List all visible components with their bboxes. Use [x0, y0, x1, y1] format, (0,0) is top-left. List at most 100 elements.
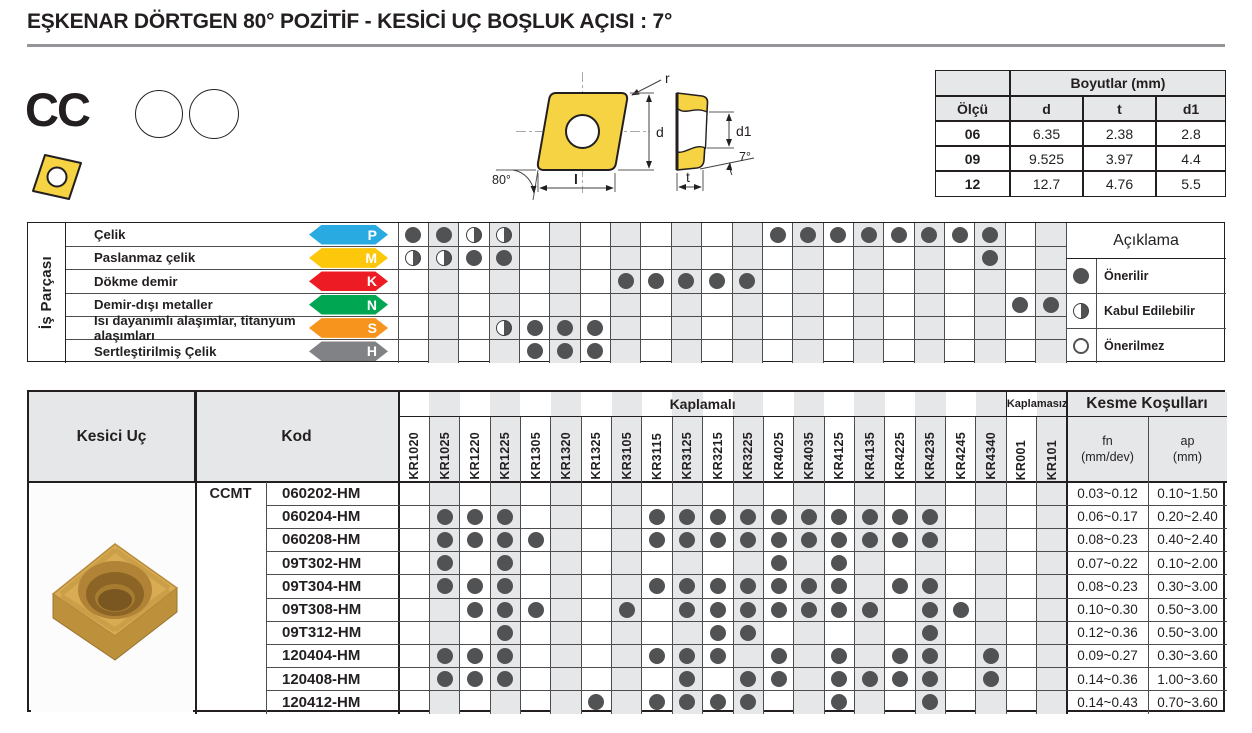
suitability-dot-full: [497, 555, 514, 572]
grid-vline: [762, 417, 764, 714]
grade-column-header: KR3115: [642, 419, 672, 480]
suitability-dot-full: [436, 648, 453, 664]
legend-symbol-full: [1073, 268, 1089, 285]
suitability-dot-full: [466, 601, 483, 618]
suitability-dot-full: [800, 601, 817, 618]
suitability-dot-half: [435, 250, 452, 266]
insert-code-cell: 120404-HM: [282, 647, 361, 665]
suitability-dot-full: [770, 532, 787, 548]
grid-hline: [66, 269, 1066, 271]
fn-value-cell: 0.03~0.12: [1077, 486, 1138, 502]
dim-value-cell: 3.97: [1083, 146, 1156, 171]
dim-value-cell: 09: [935, 146, 1010, 171]
legend-symbol-cell: [1066, 294, 1096, 329]
suitability-dot-full: [679, 578, 696, 595]
legend-hline: [1066, 293, 1226, 295]
grade-column-header: KR4340: [976, 419, 1006, 480]
grade-label: KR4125: [832, 432, 847, 480]
material-class-hexagon: P: [309, 224, 388, 245]
suitability-dot-full: [983, 671, 1000, 688]
suitability-dot-full: [770, 601, 787, 618]
suitability-dot-full: [740, 532, 757, 548]
suitability-dot-full: [436, 671, 453, 688]
grade-label: KR4245: [953, 432, 968, 480]
dim-label-l: l: [574, 171, 578, 187]
suitability-dot-full: [466, 532, 483, 548]
grade-column-header: KR1220: [460, 419, 490, 480]
suitability-dot-full: [709, 601, 726, 618]
suitability-dot-full: [799, 226, 816, 243]
grid-vline: [489, 417, 491, 714]
dim-label-d: d: [656, 124, 664, 140]
suitability-dot-full: [740, 624, 757, 641]
legend-item-label: Önerilir: [1104, 269, 1149, 284]
dim-value-cell: 12.7: [1010, 171, 1083, 197]
suitability-dot-full: [892, 532, 908, 548]
suitability-dot-full: [587, 343, 604, 360]
grade-label: KR3225: [741, 432, 756, 480]
suitability-dot-full: [679, 648, 696, 664]
suitability-dot-full: [739, 273, 756, 290]
fn-value-cell: 0.09~0.27: [1077, 648, 1138, 664]
grid-vline: [428, 417, 430, 714]
fn-header: fn (mm/dev): [1067, 417, 1148, 482]
grid-vline: [914, 417, 916, 714]
grade-label: KR1325: [589, 432, 604, 480]
material-class-letter: S: [367, 319, 377, 336]
dim-value-cell: 5.5: [1156, 171, 1226, 197]
suitability-dot-full: [678, 273, 695, 290]
suitability-dot-full: [679, 671, 696, 688]
suitability-dot-full: [892, 648, 908, 664]
suitability-dot-full: [982, 250, 999, 266]
suitability-dot-full: [496, 250, 513, 266]
suitability-dot-full: [679, 694, 696, 711]
suitability-dot-full: [860, 226, 877, 243]
suitability-dot-full: [800, 532, 817, 548]
kaplamasiz-header: Kaplamasız: [1006, 392, 1067, 417]
dim-value-cell: 6.35: [1010, 121, 1083, 146]
suitability-dot-full: [587, 320, 604, 336]
suitability-dot-full: [831, 671, 848, 688]
suitability-dot-full: [922, 508, 939, 525]
ap-value-cell: 0.10~1.50: [1157, 486, 1218, 502]
suitability-dot-full: [861, 601, 878, 618]
dim-value-cell: 9.525: [1010, 146, 1083, 171]
insert-shape-icon: [32, 154, 82, 200]
grade-column-header: KR3225: [733, 419, 763, 480]
dim-corner-cell: [935, 70, 1010, 96]
suitability-dot-full: [831, 578, 848, 595]
dim-value-cell: 2.8: [1156, 121, 1226, 146]
legend-symbol-cell: [1066, 259, 1096, 294]
suitability-dot-full: [861, 532, 878, 548]
ap-value-cell: 1.00~3.60: [1157, 671, 1218, 687]
suitability-dot-full: [466, 671, 483, 688]
legend-hline: [1066, 327, 1226, 329]
suitability-dot-half: [465, 226, 482, 243]
fn-value-cell: 0.10~0.30: [1077, 602, 1138, 618]
suitability-dot-full: [922, 671, 939, 688]
grade-column-header: KR101: [1037, 419, 1067, 480]
suitability-dot-full: [831, 601, 848, 618]
suitability-dot-full: [922, 624, 939, 641]
grade-label: KR1320: [558, 432, 573, 480]
insert-series-code: CC: [25, 83, 91, 136]
fn-value-cell: 0.08~0.23: [1077, 578, 1138, 594]
col-border: [398, 392, 400, 714]
suitability-dot-full: [770, 555, 787, 572]
material-label: Demir-dışı metaller: [94, 297, 213, 313]
dim-col-header: d1: [1156, 96, 1226, 121]
kod-header: Kod: [195, 392, 399, 482]
suitability-dot-full: [861, 508, 878, 525]
grade-label: KR1225: [498, 432, 513, 480]
suitability-dot-full: [497, 508, 514, 525]
insert-photo: [51, 543, 179, 661]
dim-label-d1: d1: [736, 123, 752, 139]
suitability-dot-full: [527, 601, 544, 618]
grid-vline: [1065, 223, 1067, 363]
shape-circle-2: [189, 89, 239, 139]
title-divider: [27, 44, 1225, 47]
grade-label: KR1220: [467, 432, 482, 480]
grid-vline: [641, 417, 643, 714]
insert-grades-table: Kesici Uç Kod Kaplamalı Kaplamasız Kesme Koş…: [27, 390, 1227, 714]
grid-vline: [793, 417, 795, 714]
